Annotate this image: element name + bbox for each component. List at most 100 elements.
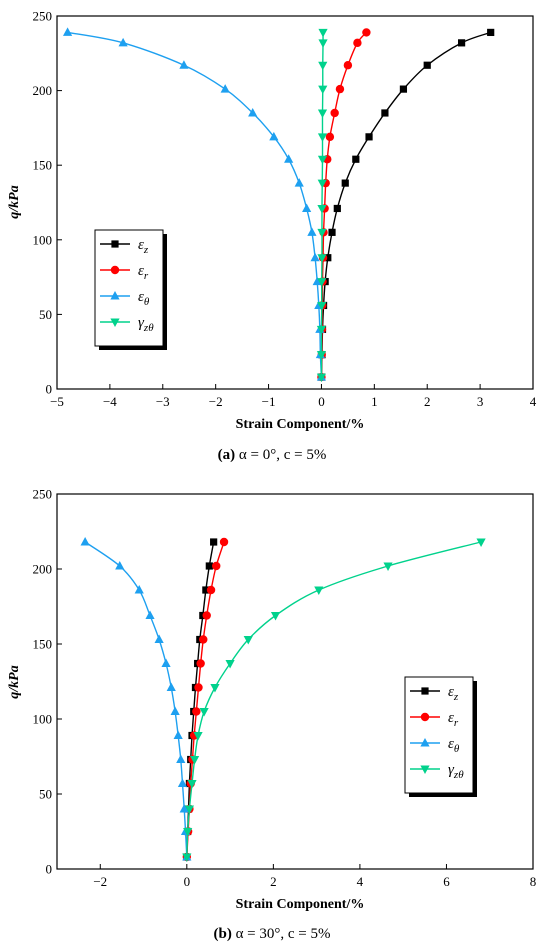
data-point [173,730,183,739]
legend-box [404,676,474,794]
data-point [170,706,180,715]
data-point [179,60,189,69]
data-point [179,804,189,813]
data-point [333,204,341,213]
data-point [318,85,328,95]
x-tick-label: 6 [443,874,450,889]
legend-marker [420,712,430,722]
data-point [317,204,327,214]
x-tick-label: −2 [93,874,107,889]
data-point [284,154,294,163]
y-tick-label: 250 [33,9,53,24]
data-point [161,658,171,667]
plot-frame [56,15,534,390]
data-point [325,132,335,142]
y-axis-title: q/kPa [7,185,22,218]
x-axis-title: Strain Component/% [236,417,365,432]
legend-marker [110,291,120,300]
x-tick-label: 2 [424,394,431,409]
data-point [243,636,253,645]
series-line [84,541,188,858]
legend-box [94,229,164,347]
x-tick-label: 0 [184,874,191,889]
data-point [324,254,332,262]
legend-item: εθ [410,736,460,755]
data-point [318,28,328,38]
series-line [320,31,491,378]
legend-label: εz [138,237,149,256]
legend: εz εr εθ γzθ [94,229,167,350]
legend-item: εz [100,237,149,256]
data-point [399,85,408,93]
x-tick-label: −1 [262,394,276,409]
x-tick-label: 8 [530,874,537,889]
data-point [341,179,349,187]
data-point [317,254,327,263]
data-point [328,228,336,236]
series-3 [316,28,328,383]
data-point [183,828,193,837]
data-point [118,37,128,47]
data-point [362,28,371,37]
y-axis-title: q/kPa [7,665,22,698]
x-tick-label: 1 [371,394,378,409]
data-point [317,155,328,165]
x-tick-label: −3 [156,394,170,409]
data-point [184,805,195,814]
data-point [317,179,327,189]
legend-label: εθ [448,736,460,755]
axis-ticks: −2 0 2 4 6 8 0 50 100 150 200 250 [33,487,537,890]
legend-item: εr [100,263,149,282]
data-point [182,853,192,862]
legend-marker [110,318,120,327]
data-point [190,756,200,765]
data-point [317,228,327,238]
data-point [205,562,213,570]
legend-item: εθ [100,289,150,308]
data-point [145,610,155,619]
data-point [294,178,304,187]
chart-b: −2 0 2 4 6 8 0 50 100 150 200 250 q/kPa Strain Comp… [7,487,536,943]
x-tick-label: −2 [209,394,223,409]
series-line [67,31,323,378]
legend-item: γzθ [100,315,154,334]
series-3 [182,538,486,862]
legend-label: γzθ [138,315,154,334]
series-1 [317,28,371,382]
y-tick-label: 250 [33,487,53,502]
data-point [176,754,186,763]
data-point [199,708,209,717]
data-point [187,780,197,789]
data-point [312,276,322,286]
data-point [316,325,327,335]
series-0 [317,28,495,381]
data-point [352,155,360,163]
caption-letter: (a) [218,447,236,463]
data-point [210,538,218,546]
x-tick-label: −4 [103,394,117,409]
caption-letter: (b) [213,926,231,942]
y-tick-label: 0 [46,382,53,397]
legend-item: εz [410,684,459,703]
y-tick-label: 50 [39,787,52,802]
data-point [196,659,205,668]
data-point [219,537,229,547]
data-point [225,660,235,669]
legend-label: εθ [138,289,150,308]
caption-b: (b) α = 30°, c = 5% [213,926,330,942]
legend-label: εz [448,684,459,703]
chart-a: −5 −4 −3 −2 −1 0 1 2 3 4 0 50 100 150 200 250 q/kPa Str… [7,9,537,464]
data-point [212,561,221,571]
series-group [62,27,495,383]
data-point [206,585,216,595]
data-point [383,562,393,571]
legend-marker [420,765,430,774]
legend-marker [110,265,120,275]
y-tick-label: 50 [39,307,52,322]
legend-label: εr [138,263,149,282]
data-point [314,586,324,595]
y-tick-label: 200 [33,83,53,98]
data-point [317,133,328,142]
data-point [220,84,230,93]
